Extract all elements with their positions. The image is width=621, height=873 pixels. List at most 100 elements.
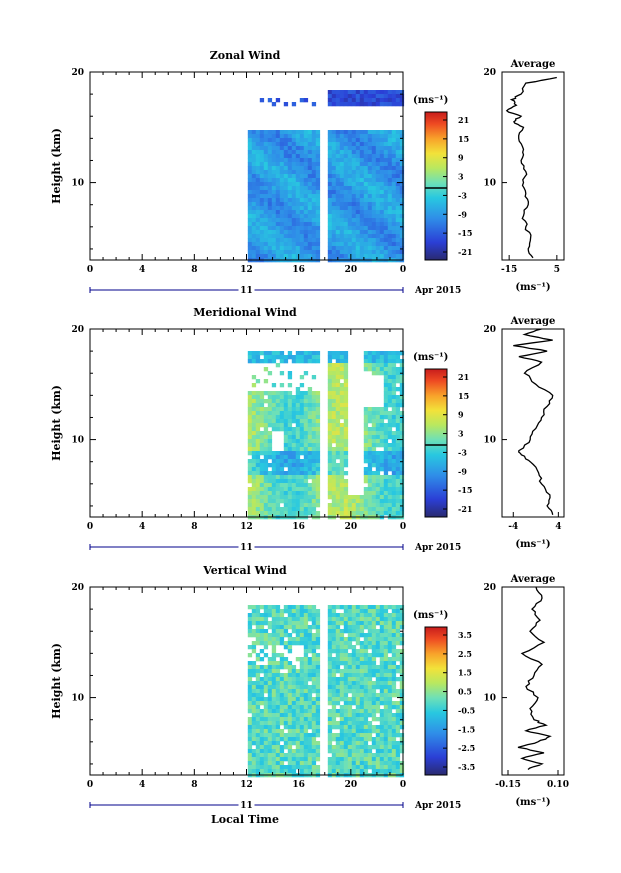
heatmap-cell [283,737,289,742]
heatmap-cell [275,403,281,408]
heatmap-cell [251,633,257,638]
heatmap-cell [351,729,357,734]
heatmap-cell [275,427,281,432]
heatmap-cell [391,475,397,480]
heatmap-cell [383,150,389,155]
heatmap-cell [375,415,381,420]
heatmap-cell [283,725,289,730]
heatmap-cell [327,463,333,468]
heatmap-cell [295,705,301,710]
heatmap-cell [339,206,345,211]
heatmap-cell [395,222,401,227]
heatmap-cell [327,146,333,151]
heatmap-cell [343,761,349,766]
heatmap-cell [311,222,317,227]
heatmap-cell [279,395,285,400]
heatmap-cell [331,399,337,404]
heatmap-cell [327,629,333,634]
heatmap-cell [399,230,405,235]
heatmap-cell [339,351,345,356]
heatmap-cell [331,186,337,191]
heatmap-cell [355,725,361,730]
heatmap-cell [363,146,369,151]
heatmap-cell [335,190,341,195]
heatmap-cell [371,725,377,730]
heatmap-cell [303,665,309,670]
heatmap-cell [367,499,373,504]
heatmap-cell [383,693,389,698]
heatmap-cell [283,479,289,484]
heatmap-cell [283,166,289,171]
heatmap-cell [287,487,293,492]
heatmap-cell [279,471,285,476]
heatmap-cell [331,713,337,718]
heatmap-cell [339,222,345,227]
heatmap-cell [291,202,297,207]
heatmap-cell [275,246,281,251]
heatmap-cell [367,427,373,432]
heatmap-cell [303,479,309,484]
heatmap-cell [279,427,285,432]
heatmap-cell [283,511,289,516]
heatmap-cell [327,625,333,630]
heatmap-cell [247,765,253,770]
heatmap-cell [299,713,305,718]
heatmap-cell [295,214,301,219]
heatmap-cell [387,94,393,99]
heatmap-cell [391,737,397,742]
heatmap-cell [299,242,305,247]
heatmap-cell [287,507,293,512]
day-label: 11 [240,801,253,811]
heatmap-cell [271,210,277,215]
heatmap-cell [391,130,397,135]
heatmap-cell [315,685,321,690]
heatmap-cell [295,451,301,456]
heatmap-cell [395,633,401,638]
heatmap-cell [367,98,373,103]
heatmap-cell [335,351,341,356]
heatmap-cell [387,134,393,139]
heatmap-cell [315,757,321,762]
heatmap-cell [375,681,381,686]
heatmap-cell [399,483,405,488]
heatmap-cell [311,689,317,694]
heatmap-cell [335,681,341,686]
heatmap-cell [259,222,265,227]
heatmap-cell [387,629,393,634]
heatmap-cell [351,617,357,622]
heatmap-cell [271,499,277,504]
heatmap-cell [395,475,401,480]
heatmap-cell [335,210,341,215]
heatmap-cell [299,411,305,416]
heatmap-cell [287,451,293,456]
heatmap-cell [363,637,369,642]
heatmap-cell [391,621,397,626]
heatmap-cell [339,387,345,392]
heatmap-cell [307,214,313,219]
heatmap-cell [383,355,389,360]
heatmap-cell [307,186,313,191]
heatmap-cell [255,637,261,642]
heatmap-cell [327,733,333,738]
heatmap-cell [287,238,293,243]
heatmap-cell [399,363,405,368]
heatmap-cell [307,665,313,670]
heatmap-cell [279,190,285,195]
heatmap-cell [335,661,341,666]
heatmap-cell [247,681,253,686]
heatmap-cell [315,491,321,496]
heatmap-cell [351,769,357,774]
heatmap-cell [315,415,321,420]
heatmap-cell [311,427,317,432]
heatmap-cell [391,186,397,191]
heatmap-cell [359,499,365,504]
heatmap-cell [371,487,377,492]
heatmap-cell [367,609,373,614]
heatmap-cell [391,733,397,738]
heatmap-cell [331,629,337,634]
heatmap-cell [283,629,289,634]
heatmap-cell [367,218,373,223]
heatmap-cell [279,729,285,734]
heatmap-cell [379,443,385,448]
heatmap-cell [315,198,321,203]
